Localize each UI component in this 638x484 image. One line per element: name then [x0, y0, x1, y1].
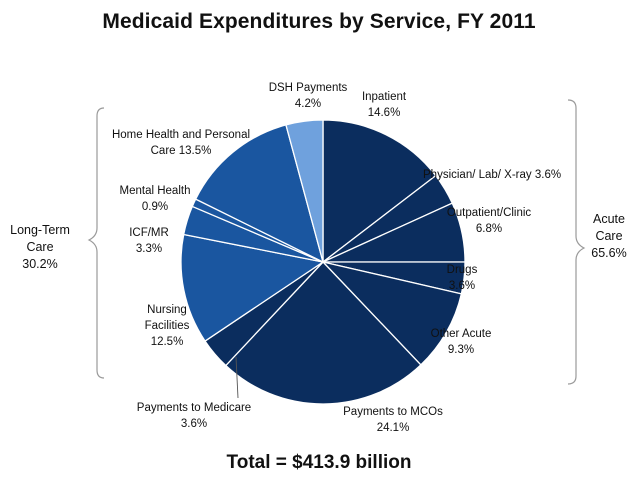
- acute-care-group-label: Acute Care 65.6%: [591, 212, 627, 260]
- nursing-label: Nursing Facilities 12.5%: [144, 304, 190, 348]
- mco-label: Payments to MCOs 24.1%: [343, 406, 443, 434]
- outpatient-label: Outpatient/Clinic 6.8%: [446, 207, 532, 235]
- other-acute-label: Other Acute 9.3%: [430, 328, 492, 356]
- medicare-label: Payments to Medicare 3.6%: [136, 402, 252, 430]
- pie-slice-home-health-and-personal-care: [194, 124, 325, 264]
- pie-slice-nursing-facilities: [180, 233, 325, 342]
- pie-slice-payments-to-mcos: [224, 261, 422, 405]
- drugs-label: Drugs 3.6%: [446, 264, 478, 292]
- pie-slice-inpatient: [322, 119, 437, 264]
- physician-label: Physician/ Lab/ X-ray 3.6%: [423, 169, 562, 181]
- medicare-leader-line: [235, 356, 239, 399]
- dsh-label: DSH Payments 4.2%: [268, 82, 348, 110]
- inpatient-label: Inpatient 14.6%: [361, 91, 407, 119]
- home-health-label: Home Health and Personal Care 13.5%: [111, 129, 251, 157]
- pie-slice-dsh-payments: [285, 119, 324, 263]
- long-term-care-group-label: Long-Term Care 30.2%: [10, 223, 70, 271]
- long-term-care-brace: [87, 107, 105, 379]
- icf-label: ICF/MR 3.3%: [129, 227, 169, 255]
- mental-health-label: Mental Health 0.9%: [119, 185, 191, 213]
- total-label: Total = $413.9 billion: [226, 452, 412, 473]
- acute-care-brace: [567, 99, 586, 385]
- pie-slice-other-acute: [321, 260, 463, 366]
- chart-title: Medicaid Expenditures by Service, FY 201…: [102, 10, 536, 33]
